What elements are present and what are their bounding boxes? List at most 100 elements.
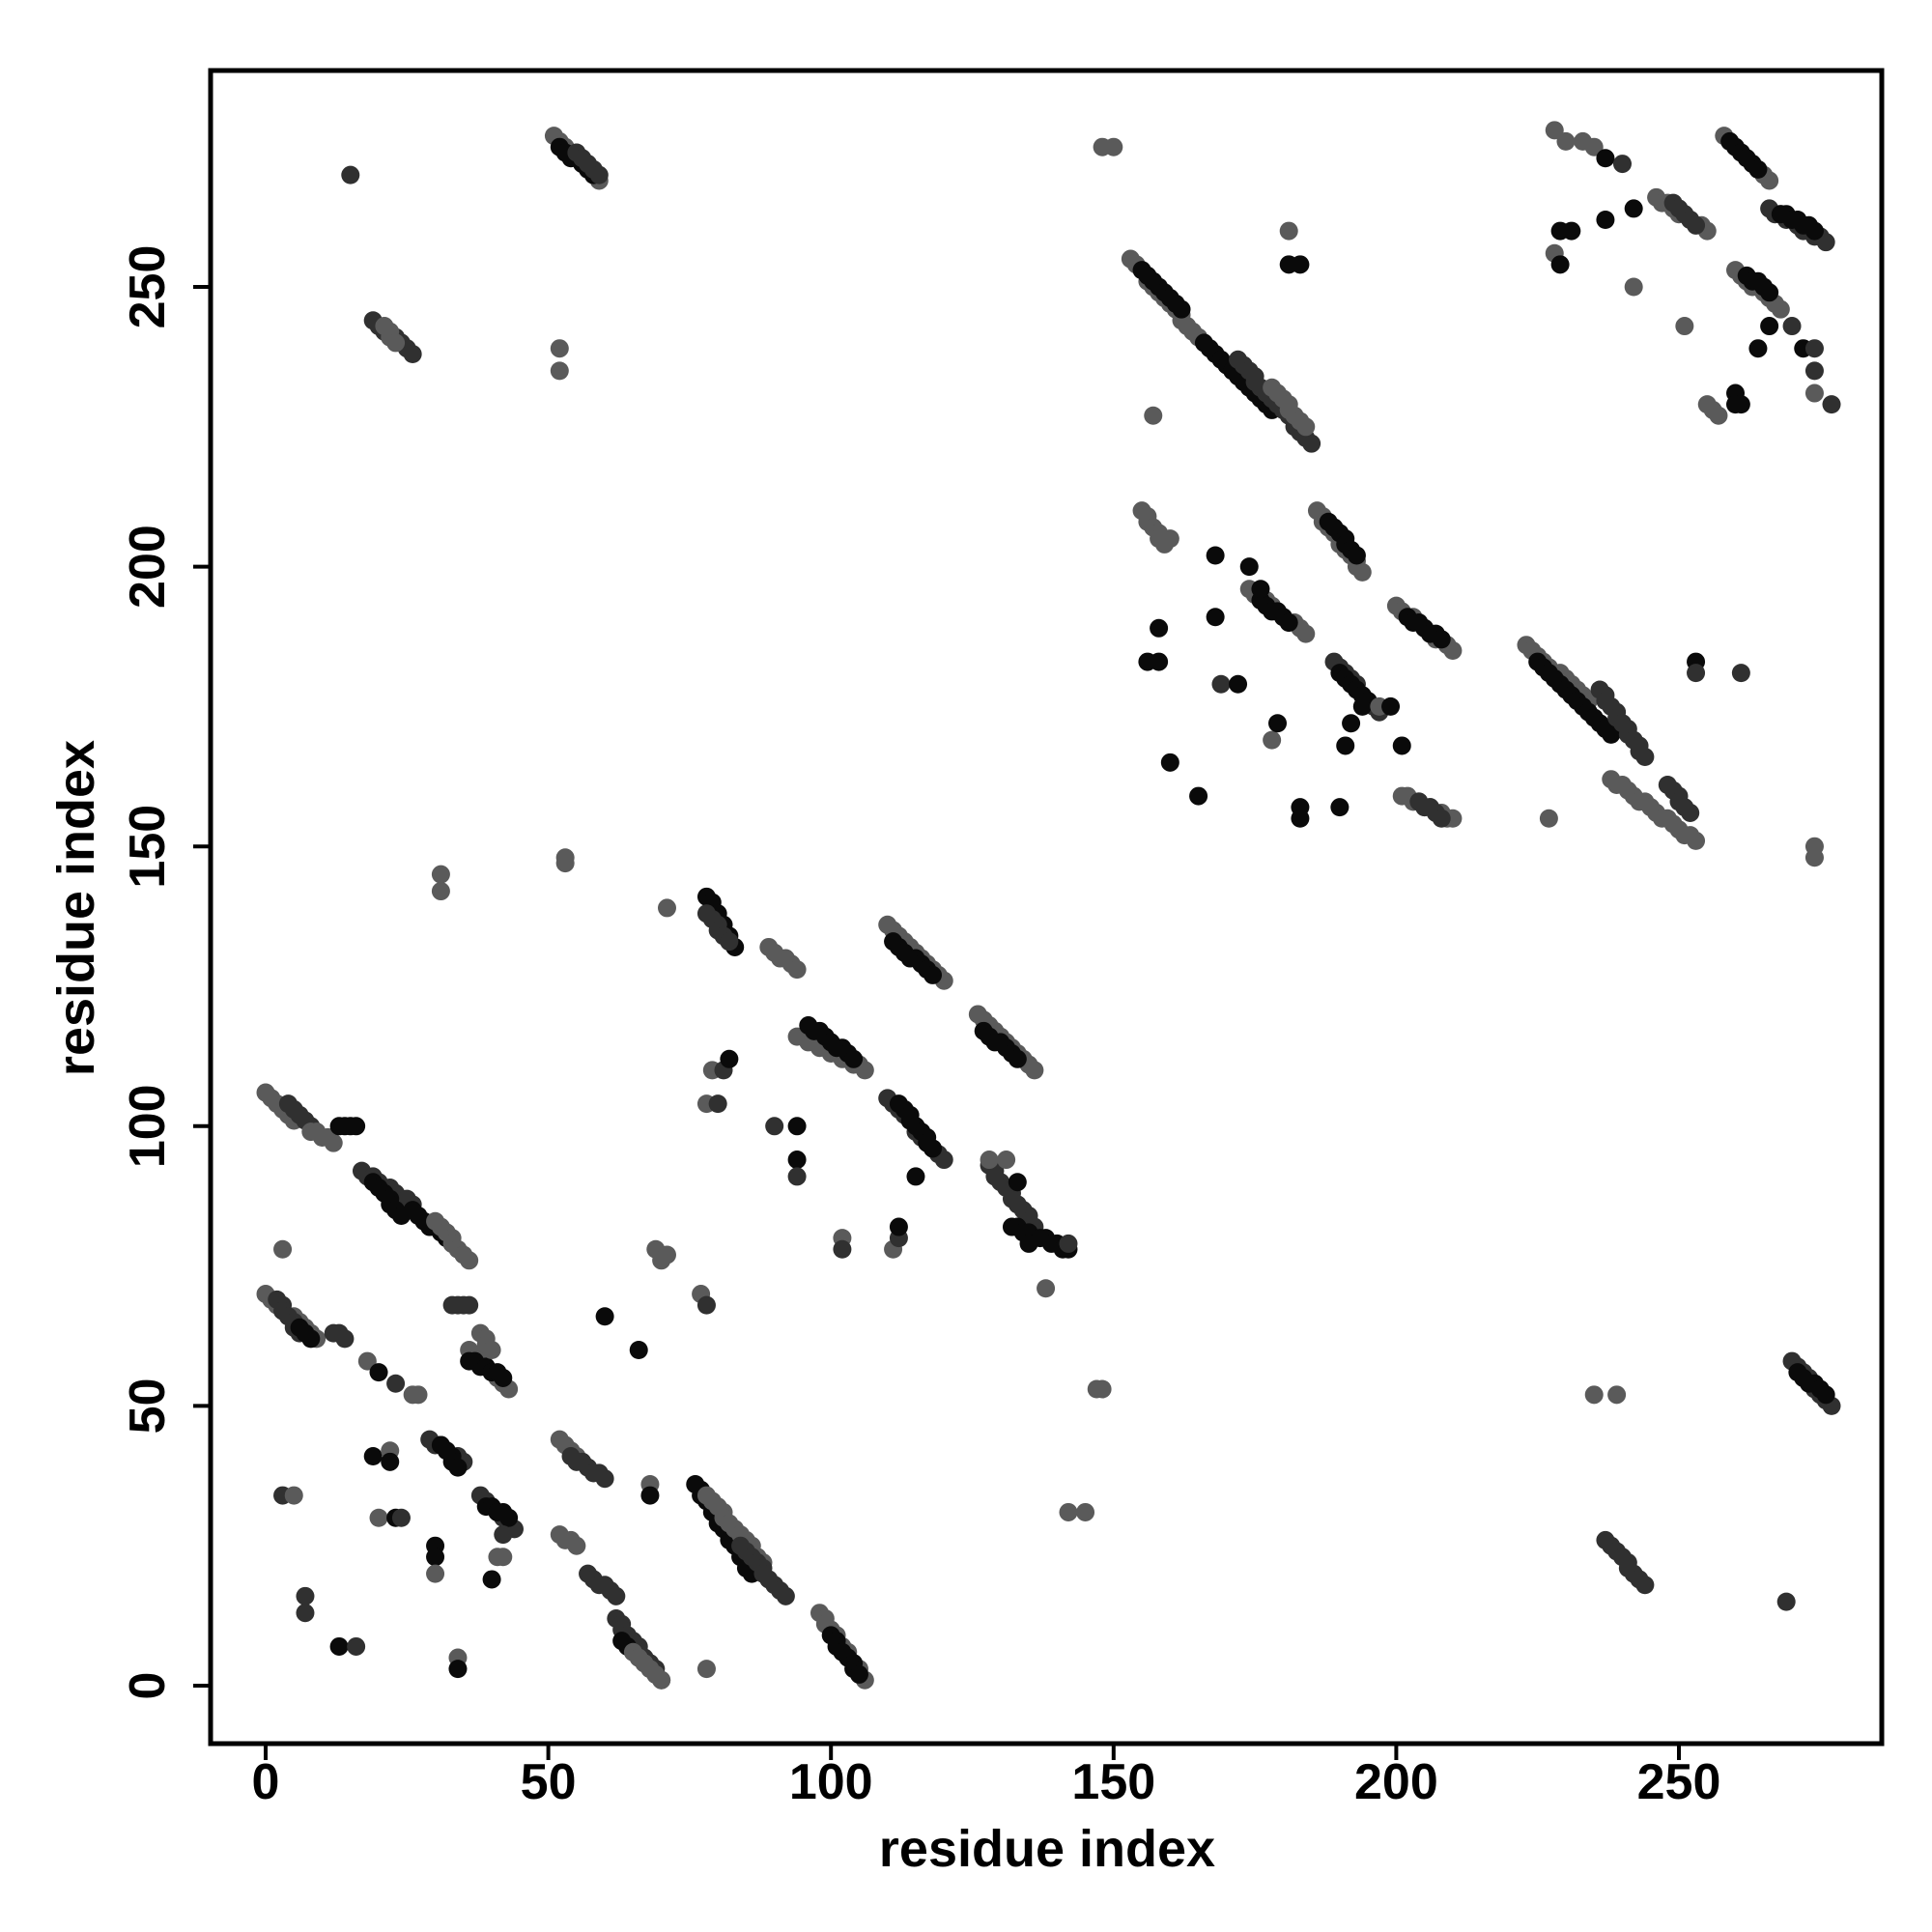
contact-point: [1279, 613, 1298, 633]
contact-point: [494, 1548, 513, 1567]
contact-point: [324, 1133, 343, 1152]
contact-point: [1687, 215, 1706, 235]
contact-point: [1291, 255, 1310, 274]
contact-point: [1160, 753, 1179, 772]
contact-point: [1150, 652, 1169, 671]
contact-point: [369, 1508, 388, 1527]
contact-point: [589, 165, 609, 185]
contact-point: [357, 1351, 377, 1371]
contact-point: [448, 1660, 468, 1679]
contact-point: [273, 1239, 293, 1259]
contact-point: [1381, 696, 1401, 716]
contact-point: [833, 1239, 852, 1259]
contact-point: [776, 1586, 795, 1605]
contact-point: [550, 339, 569, 358]
contact-point: [923, 1139, 943, 1158]
contact-point: [1432, 630, 1451, 649]
contact-point: [426, 1564, 445, 1583]
contact-point: [889, 1217, 908, 1236]
contact-point: [1816, 233, 1835, 252]
contact-point: [347, 1117, 366, 1136]
contact-point: [980, 1151, 999, 1170]
contact-point: [1025, 1061, 1044, 1080]
contact-point: [1291, 809, 1310, 828]
contact-point: [1268, 714, 1288, 733]
contact-point: [1635, 748, 1655, 767]
contact-point: [296, 1604, 315, 1623]
contact-point: [482, 1570, 501, 1589]
contact-point: [1748, 339, 1768, 358]
contact-point: [934, 1151, 953, 1170]
contact-point: [595, 1469, 614, 1489]
contact-point: [1008, 1049, 1027, 1068]
y-axis: 0 50 100 150 200 250: [120, 245, 213, 1699]
contact-point: [923, 965, 943, 984]
contact-point: [720, 1049, 739, 1068]
contact-point: [555, 854, 575, 873]
contact-point: [1144, 406, 1163, 425]
contact-point: [1584, 137, 1604, 156]
contact-point: [1760, 283, 1779, 302]
x-tick-label: 150: [1071, 1754, 1155, 1810]
contact-point: [849, 1664, 868, 1684]
contact-point: [1760, 171, 1779, 190]
contact-point: [1189, 786, 1208, 806]
x-tick-label: 0: [252, 1754, 280, 1810]
contact-point: [341, 165, 360, 185]
contact-point: [1076, 1502, 1095, 1521]
contact-point: [403, 345, 422, 364]
y-tick-label: 50: [120, 1378, 176, 1434]
data-points-layer: [256, 121, 1841, 1690]
contact-point: [369, 1363, 388, 1382]
contact-point: [1602, 724, 1621, 744]
contact-point: [1263, 730, 1282, 750]
contact-point: [1804, 848, 1824, 867]
contact-point: [844, 1049, 864, 1068]
contact-point: [787, 1151, 807, 1170]
contact-point: [1681, 803, 1700, 822]
contact-point: [1776, 1592, 1796, 1611]
contact-point: [1584, 1385, 1604, 1405]
contact-point: [1302, 434, 1321, 453]
contact-point: [1771, 299, 1790, 319]
contact-point: [1392, 736, 1411, 755]
contact-point: [1059, 1234, 1078, 1253]
contact-point: [1059, 1502, 1078, 1521]
contact-point: [1760, 317, 1779, 336]
contact-point: [1550, 255, 1570, 274]
contact-point: [1782, 317, 1802, 336]
x-tick-label: 200: [1354, 1754, 1438, 1810]
contact-point: [652, 1670, 671, 1690]
contact-point: [629, 1340, 648, 1359]
contact-point: [1104, 137, 1123, 156]
contact-point: [1160, 529, 1179, 549]
contact-point: [431, 865, 450, 884]
contact-point: [391, 1508, 411, 1527]
contact-point: [1804, 384, 1824, 403]
contact-point: [363, 1447, 383, 1466]
contact-point: [409, 1385, 428, 1405]
contact-point: [997, 1151, 1016, 1170]
contact-point: [765, 1117, 784, 1136]
contact-point: [1206, 546, 1225, 565]
contact-point: [1296, 417, 1316, 437]
y-tick-label: 200: [120, 525, 176, 609]
contact-point: [1804, 221, 1824, 241]
contact-point: [1019, 1234, 1038, 1253]
contact-point: [1150, 618, 1169, 638]
contact-point: [1731, 395, 1750, 414]
contact-point: [284, 1486, 303, 1505]
contact-point: [696, 1660, 716, 1679]
contact-point: [448, 1458, 468, 1477]
contact-point: [1172, 299, 1191, 319]
contact-point: [1556, 131, 1576, 151]
contact-point: [381, 1452, 400, 1471]
contact-point: [1804, 339, 1824, 358]
contact-point: [787, 960, 807, 980]
contact-point: [1612, 155, 1632, 174]
contact-point: [1539, 809, 1558, 828]
contact-point: [1624, 199, 1643, 218]
contact-point: [431, 882, 450, 901]
x-axis-title: residue index: [879, 1820, 1215, 1878]
